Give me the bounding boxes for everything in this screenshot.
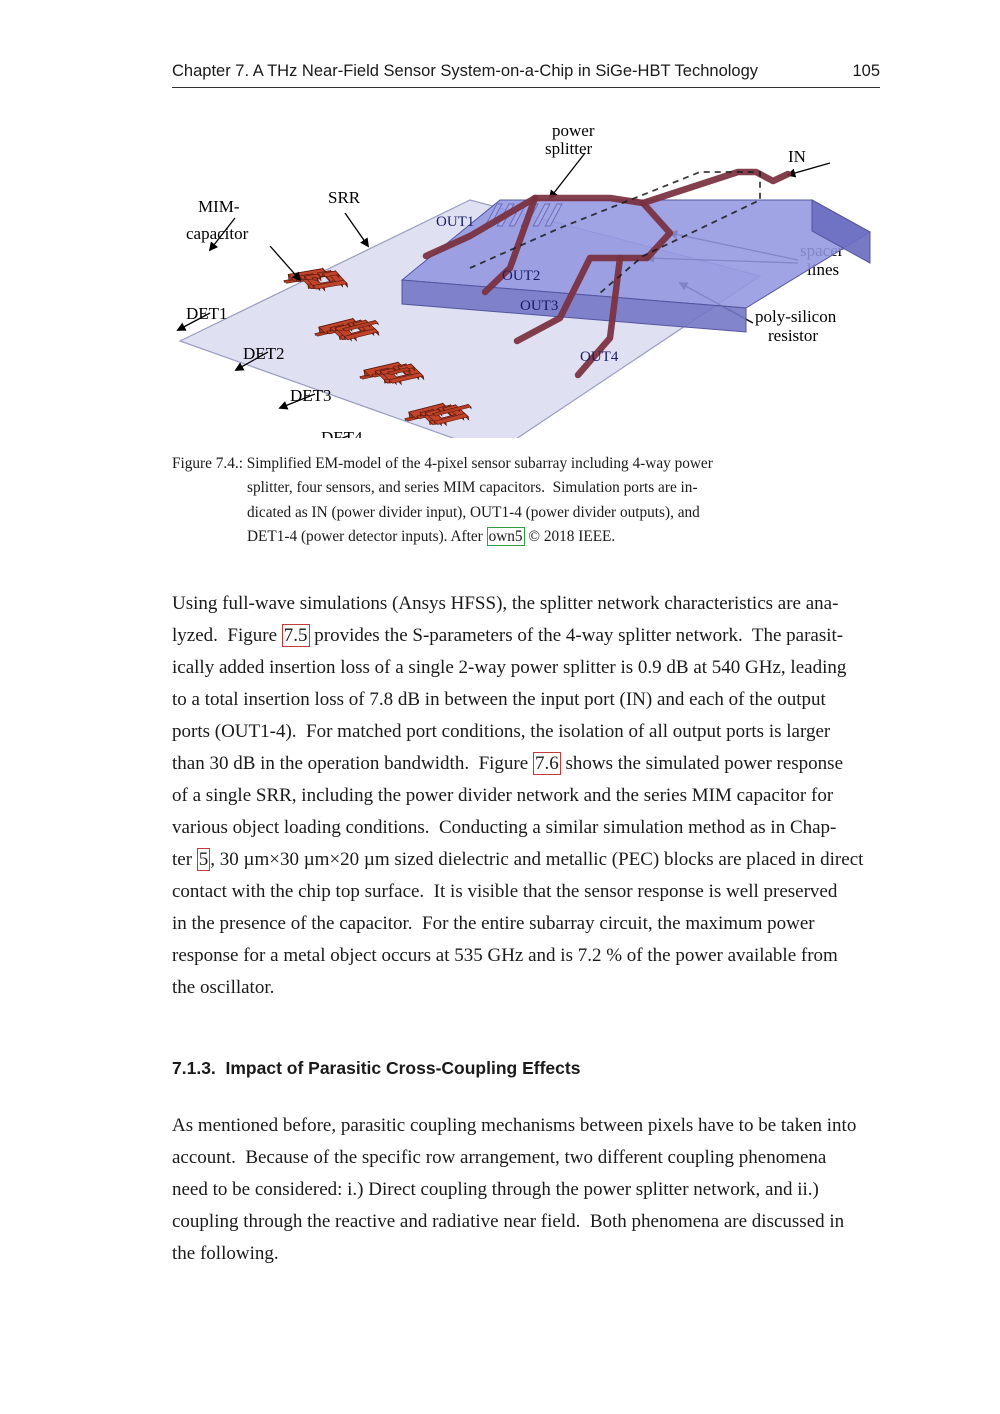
svg-text:DET1: DET1 <box>186 304 228 323</box>
svg-text:OUT4: OUT4 <box>580 349 619 365</box>
svg-text:power: power <box>552 121 595 140</box>
svg-text:OUT2: OUT2 <box>502 268 540 284</box>
svg-text:resistor: resistor <box>768 326 818 345</box>
svg-text:DET2: DET2 <box>243 344 285 363</box>
svg-text:IN: IN <box>788 147 806 166</box>
svg-text:poly-silicon: poly-silicon <box>755 307 837 326</box>
svg-text:OUT3: OUT3 <box>520 298 558 314</box>
svg-text:DET4: DET4 <box>321 428 363 438</box>
svg-text:MIM-: MIM- <box>198 197 240 216</box>
svg-text:OUT1: OUT1 <box>436 214 474 230</box>
svg-text:SRR: SRR <box>328 188 361 207</box>
svg-text:splitter: splitter <box>545 139 593 158</box>
